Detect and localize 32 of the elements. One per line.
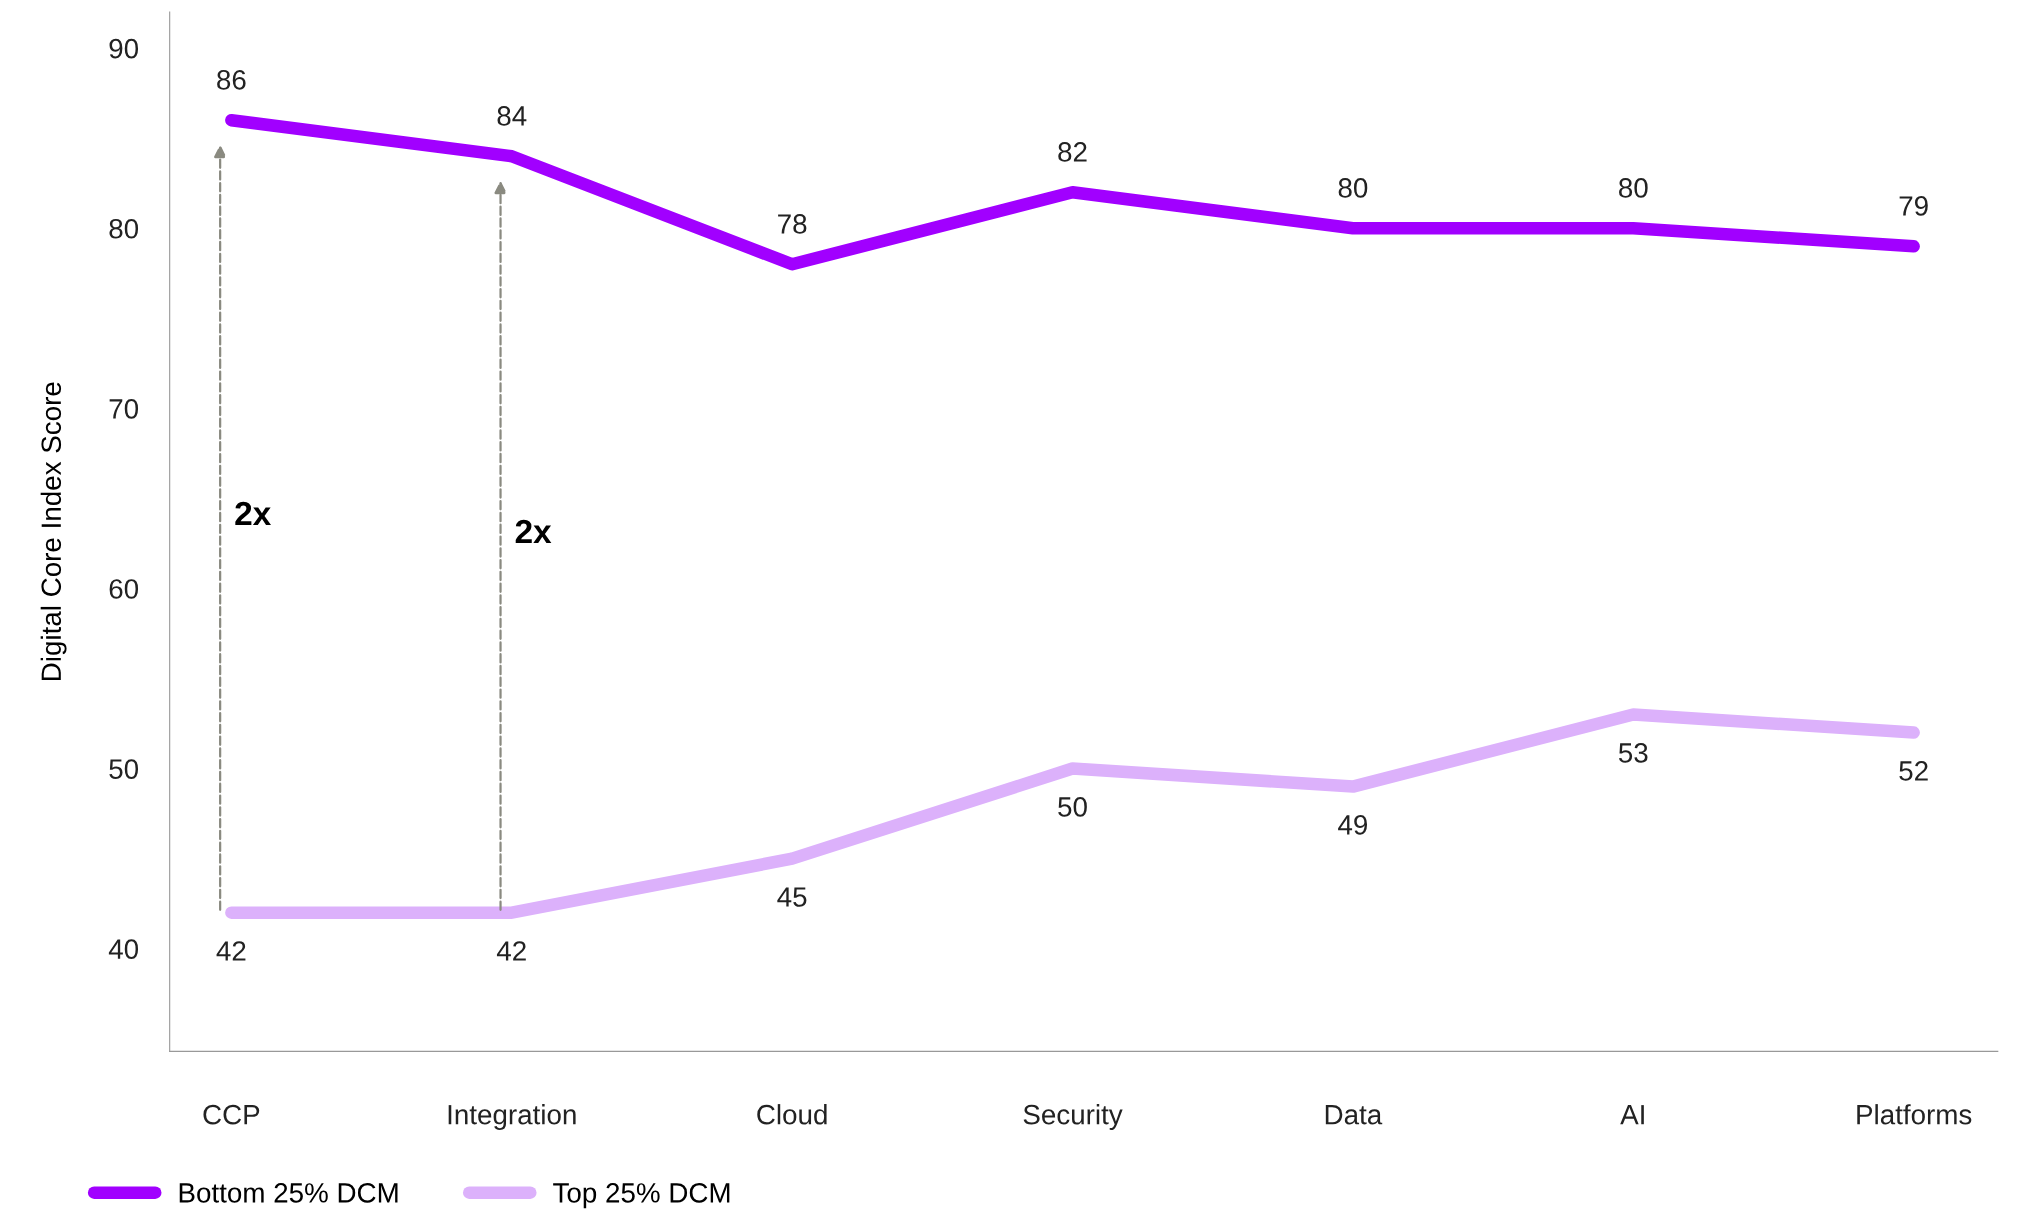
data-label: 52: [1899, 761, 1928, 781]
y-tick-label: 50: [109, 759, 139, 779]
x-tick-label: AI: [1620, 1105, 1644, 1125]
data-label: 80: [1619, 178, 1648, 198]
y-tick-label: 90: [109, 38, 139, 59]
annotation: 2x: [235, 501, 271, 526]
x-tick-label: CCP: [203, 1104, 260, 1125]
data-label: 45: [777, 887, 807, 907]
data-label: 42: [216, 941, 246, 961]
y-tick-label: 60: [109, 579, 139, 599]
y-tick-label: 70: [109, 399, 139, 419]
y-tick-label: 80: [109, 218, 139, 239]
data-label: 42: [496, 941, 526, 961]
data-label: 80: [1338, 178, 1368, 198]
x-tick-label: Cloud: [757, 1104, 827, 1125]
x-tick-label: Data: [1325, 1105, 1383, 1125]
x-tick-label: Integration: [448, 1104, 576, 1130]
x-tick-label: Platforms: [1857, 1104, 1972, 1125]
annotation: 2x: [515, 519, 552, 544]
data-label: 82: [1058, 142, 1087, 162]
legend-label: Bottom 25% DCM: [179, 1183, 398, 1203]
data-label: 50: [1058, 797, 1087, 817]
x-tick-label: Security: [1023, 1104, 1123, 1130]
y-axis-title: Digital Core Index Score: [40, 382, 67, 680]
data-label: 84: [497, 106, 527, 126]
legend-label: Top 25% DCM: [553, 1183, 730, 1209]
data-label: 78: [778, 214, 807, 234]
data-label: 79: [1899, 196, 1928, 216]
data-label: 49: [1338, 815, 1368, 835]
data-label: 53: [1618, 743, 1648, 763]
data-label: 86: [217, 70, 246, 90]
y-tick-label: 40: [108, 939, 139, 959]
